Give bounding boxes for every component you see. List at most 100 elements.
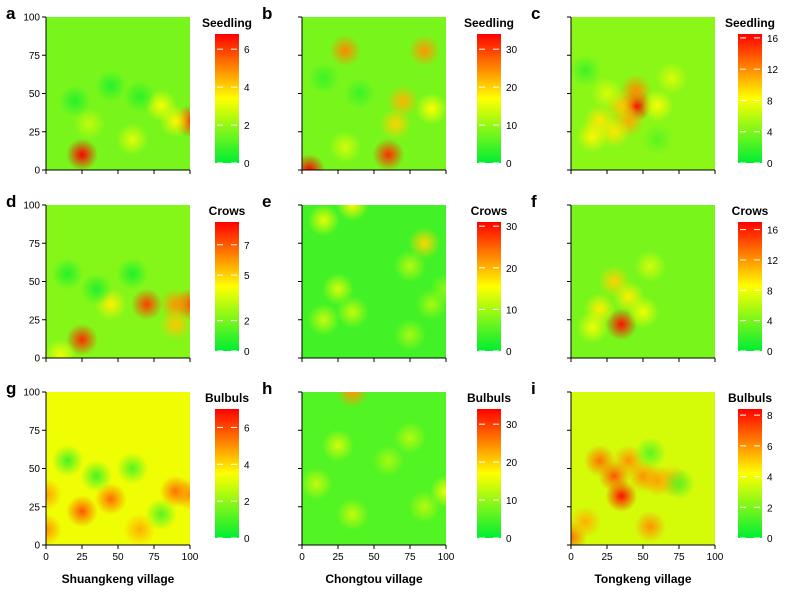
heatmap-field xyxy=(576,250,667,344)
colorbar-tick-label: 10 xyxy=(506,121,518,132)
panel-g: 0 25 50 75 100 0 25 50 75 100 g Bulbuls 0 2 4 6 Shuangke… xyxy=(6,379,250,586)
hotspot-mark xyxy=(583,444,616,477)
x-tick-label: 50 xyxy=(368,552,380,563)
colorbar-tick-label: 7 xyxy=(244,241,250,252)
panel-letter: d xyxy=(6,192,16,211)
colorbar-tick-label: 30 xyxy=(506,222,518,233)
panel-letter: c xyxy=(531,4,540,23)
colorbar xyxy=(215,409,239,538)
heatmap-field xyxy=(307,205,446,352)
x-tick-label: 100 xyxy=(707,552,724,563)
hotspot-mark xyxy=(415,92,446,125)
colorbar xyxy=(738,409,762,538)
panel-letter: f xyxy=(531,192,537,211)
colorbar-tick-label: 6 xyxy=(767,442,773,453)
panel-letter: b xyxy=(262,4,272,23)
hotspot-mark xyxy=(641,123,674,156)
colorbar xyxy=(738,34,762,163)
hotspot-mark xyxy=(94,69,127,102)
x-tick-label: 25 xyxy=(76,552,88,563)
hotspot-mark xyxy=(576,311,609,344)
colorbar-title: Bulbuls xyxy=(205,391,249,405)
colorbar-tick-label: 4 xyxy=(767,128,773,139)
colorbar-tick-label: 2 xyxy=(244,317,250,328)
hotspot-mark xyxy=(655,62,688,95)
colorbar-title: Crows xyxy=(471,204,508,218)
hotspot-mark xyxy=(174,478,190,511)
panel-letter: i xyxy=(531,379,536,398)
colorbar-tick-label: 30 xyxy=(506,45,518,56)
colorbar xyxy=(477,409,501,538)
hotspot-mark xyxy=(571,506,602,539)
panel-letter: h xyxy=(262,379,272,398)
y-tick-label: 100 xyxy=(23,201,40,212)
heatmap-field xyxy=(46,257,190,358)
hotspot-mark xyxy=(591,77,623,110)
colorbar-tick-label: 10 xyxy=(506,305,518,316)
hotspot-mark xyxy=(80,460,113,493)
panel-letter: g xyxy=(6,379,16,398)
colorbar-tick-label: 0 xyxy=(506,534,512,545)
hotspot-mark xyxy=(46,478,62,511)
panel-e: e Crows 0 10 20 30 xyxy=(262,192,518,362)
colorbar-tick-label: 20 xyxy=(506,264,518,275)
colorbar-tick-label: 0 xyxy=(244,159,250,170)
heatmap-field xyxy=(302,392,446,531)
hotspot-mark xyxy=(641,89,674,122)
hotspot-mark xyxy=(379,108,412,141)
hotspot-mark xyxy=(576,120,609,153)
hotspot-mark xyxy=(408,34,441,67)
colorbar-title: Seedling xyxy=(202,16,252,30)
colorbar-tick-label: 30 xyxy=(506,420,518,431)
panel-f: f Crows 0 4 8 12 16 xyxy=(531,192,779,362)
hotspot-mark xyxy=(634,250,667,283)
colorbar-tick-label: 2 xyxy=(767,503,773,514)
colorbar-tick-label: 0 xyxy=(506,347,512,358)
panel-letter: a xyxy=(6,4,16,23)
colorbar-tick-label: 10 xyxy=(506,496,518,507)
hotspot-mark xyxy=(394,250,426,283)
colorbar-tick-label: 0 xyxy=(767,347,773,358)
hotspot-mark xyxy=(663,467,695,500)
hotspot-mark xyxy=(336,296,369,329)
colorbar-tick-label: 12 xyxy=(767,256,779,267)
panel-i: 0 25 50 75 100 i Bulbuls 0 2 4 6 8 Tongkeng village xyxy=(531,379,773,586)
colorbar-tick-label: 4 xyxy=(244,460,250,471)
y-tick-label: 25 xyxy=(29,315,41,326)
colorbar-tick-label: 4 xyxy=(767,317,773,328)
hotspot-mark xyxy=(66,138,98,170)
y-tick-label: 75 xyxy=(29,426,41,437)
colorbar-title: Bulbuls xyxy=(467,391,511,405)
colorbar xyxy=(477,34,501,163)
hotspot-mark xyxy=(336,392,369,408)
hotspot-mark xyxy=(329,34,362,67)
hotspot-mark xyxy=(372,444,405,477)
village-label: Shuangkeng village xyxy=(62,572,175,586)
colorbar xyxy=(215,34,239,163)
colorbar-tick-label: 0 xyxy=(244,347,250,358)
hotspot-mark xyxy=(145,498,178,531)
colorbar-tick-label: 8 xyxy=(767,96,773,107)
y-tick-label: 25 xyxy=(29,127,41,138)
colorbar-tick-label: 16 xyxy=(767,226,779,237)
hotspot-mark xyxy=(58,85,91,118)
hotspot-mark xyxy=(159,308,190,341)
colorbar-tick-label: 0 xyxy=(767,534,773,545)
colorbar-tick-label: 6 xyxy=(244,423,250,434)
colorbar-tick-label: 2 xyxy=(244,121,250,132)
colorbar xyxy=(215,222,239,351)
panel-b: b Seedling 0 10 20 30 xyxy=(262,4,518,174)
colorbar-tick-label: 8 xyxy=(767,286,773,297)
hotspot-mark xyxy=(430,273,446,306)
hotspot-mark xyxy=(46,513,62,545)
y-tick-label: 50 xyxy=(29,464,41,475)
hotspot-mark xyxy=(634,510,667,543)
hotspot-mark xyxy=(116,123,149,156)
colorbar-tick-label: 0 xyxy=(767,159,773,170)
hotspot-mark xyxy=(302,154,326,170)
hotspot-mark xyxy=(302,467,333,500)
colorbar-title: Crows xyxy=(209,204,246,218)
hotspot-mark xyxy=(130,288,163,321)
hotspot-mark xyxy=(408,227,441,260)
heatmap-field xyxy=(302,34,446,170)
